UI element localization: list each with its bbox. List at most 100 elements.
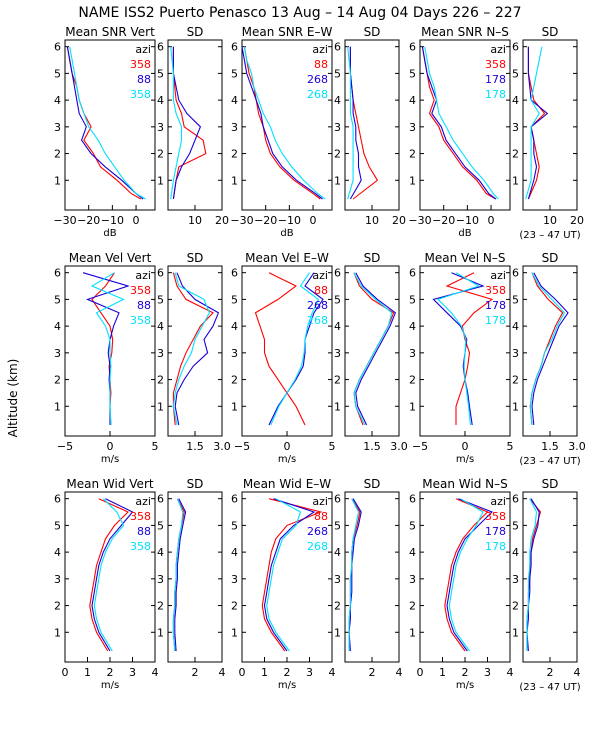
x-tick-label: 0 xyxy=(462,440,469,453)
x-tick-label: 3.0 xyxy=(213,440,231,453)
time-range-note: (23 – 47 UT) xyxy=(519,456,580,467)
panel-title: Mean Vel E–W xyxy=(245,251,329,265)
series-line-red xyxy=(172,46,207,200)
y-tick-label: 5 xyxy=(54,293,61,306)
y-tick-label: 6 xyxy=(409,493,416,506)
x-tick-label: 0 xyxy=(107,440,114,453)
y-tick-label: 1 xyxy=(512,174,519,187)
y-tick-label: 3 xyxy=(512,121,519,134)
panel-frame xyxy=(522,491,578,663)
series-line-cyan xyxy=(347,46,354,200)
time-range-note: (23 – 47 UT) xyxy=(519,682,580,693)
x-tick-label: 0 xyxy=(62,666,69,679)
y-tick-label: 3 xyxy=(334,121,341,134)
y-tick-label: 6 xyxy=(512,41,519,54)
x-tick-label: 0 xyxy=(239,666,246,679)
y-tick-label: 1 xyxy=(334,174,341,187)
x-tick-label: 20 xyxy=(570,214,584,227)
azi-value: 178 xyxy=(485,299,506,312)
x-tick-label: 1.5 xyxy=(541,440,559,453)
azi-header: azi xyxy=(135,269,151,282)
azi-value: 178 xyxy=(485,88,506,101)
x-tick-label: −10 xyxy=(278,214,301,227)
panel-vel-5: SD 1 2 3 4 5 6 1.5 3.0 xyxy=(512,251,586,453)
panel-wid-3: SD 1 2 3 4 5 6 2 4 xyxy=(334,477,403,679)
y-tick-label: 4 xyxy=(54,320,61,333)
x-tick-label: 3 xyxy=(484,666,491,679)
azi-value: 88 xyxy=(314,58,328,71)
y-tick-label: 3 xyxy=(409,573,416,586)
y-tick-label: 6 xyxy=(409,41,416,54)
y-tick-label: 4 xyxy=(409,320,416,333)
y-tick-label: 6 xyxy=(54,493,61,506)
azi-value: 178 xyxy=(485,73,506,86)
y-tick-label: 3 xyxy=(54,573,61,586)
y-tick-label: 1 xyxy=(409,400,416,413)
x-tick-label: 5 xyxy=(507,440,514,453)
x-tick-label: 0 xyxy=(133,214,140,227)
y-tick-label: 6 xyxy=(231,41,238,54)
x-tick-label: 1 xyxy=(439,666,446,679)
x-tick-label: 4 xyxy=(219,666,226,679)
panel-title: Mean Wid E–W xyxy=(243,477,331,491)
x-tick-label: 1.5 xyxy=(363,440,381,453)
x-tick-label: 2 xyxy=(369,666,376,679)
panel-title: Mean Wid N–S xyxy=(422,477,507,491)
series-line-red xyxy=(89,498,129,652)
x-tick-label: 2 xyxy=(462,666,469,679)
azi-value: 88 xyxy=(314,284,328,297)
panel-wid-0: Mean Wid Vert 1 2 3 4 5 6 0 1 2 3 4 m/s azi 358 88 358 xyxy=(54,477,159,691)
series-line-blue xyxy=(82,272,130,425)
series-line-red xyxy=(243,46,321,200)
panel-frame xyxy=(344,491,400,663)
y-tick-label: 3 xyxy=(231,347,238,360)
y-tick-label: 5 xyxy=(54,519,61,532)
panel-title: Mean SNR E–W xyxy=(242,25,333,39)
panel-title: SD xyxy=(542,25,559,39)
panel-wid-1: SD 1 2 3 4 5 6 2 4 xyxy=(157,477,226,679)
y-tick-label: 3 xyxy=(512,573,519,586)
y-tick-label: 4 xyxy=(231,546,238,559)
series-line-cyan xyxy=(170,46,183,200)
x-axis-unit: m/s xyxy=(101,680,119,691)
y-tick-label: 1 xyxy=(54,400,61,413)
y-tick-label: 5 xyxy=(157,519,164,532)
y-tick-label: 3 xyxy=(334,573,341,586)
y-tick-label: 2 xyxy=(157,148,164,161)
panel-title: SD xyxy=(187,477,204,491)
y-tick-label: 1 xyxy=(54,174,61,187)
y-tick-label: 1 xyxy=(231,174,238,187)
y-tick-label: 5 xyxy=(157,67,164,80)
y-tick-label: 2 xyxy=(54,148,61,161)
y-tick-label: 4 xyxy=(334,546,341,559)
x-tick-label: 3.0 xyxy=(390,440,408,453)
series-line-cyan xyxy=(270,272,320,426)
panel-title: Mean Vel N–S xyxy=(425,251,506,265)
panel-title: SD xyxy=(364,477,381,491)
series-line-blue xyxy=(432,272,485,426)
y-tick-label: 5 xyxy=(231,67,238,80)
y-tick-label: 5 xyxy=(409,67,416,80)
series-line-blue xyxy=(421,46,497,200)
y-tick-label: 4 xyxy=(157,94,164,107)
x-tick-label: −5 xyxy=(412,440,428,453)
x-tick-label: −20 xyxy=(77,214,100,227)
y-tick-label: 1 xyxy=(334,400,341,413)
y-tick-label: 2 xyxy=(334,600,341,613)
y-tick-label: 3 xyxy=(54,347,61,360)
panel-vel-1: SD 1 2 3 4 5 6 1.5 3.0 xyxy=(157,251,231,453)
series-line-blue xyxy=(355,272,397,426)
azi-value: 178 xyxy=(485,314,506,327)
y-tick-label: 2 xyxy=(334,374,341,387)
series-line-cyan xyxy=(69,46,146,200)
y-tick-label: 4 xyxy=(157,546,164,559)
y-tick-label: 2 xyxy=(409,148,416,161)
y-tick-label: 1 xyxy=(409,174,416,187)
series-line-cyan xyxy=(93,498,125,652)
panel-frame xyxy=(241,39,333,211)
x-tick-label: 20 xyxy=(392,214,406,227)
x-tick-label: −30 xyxy=(230,214,253,227)
x-tick-label: 4 xyxy=(574,666,581,679)
series-line-blue xyxy=(348,498,362,652)
x-tick-label: 1.5 xyxy=(186,440,204,453)
